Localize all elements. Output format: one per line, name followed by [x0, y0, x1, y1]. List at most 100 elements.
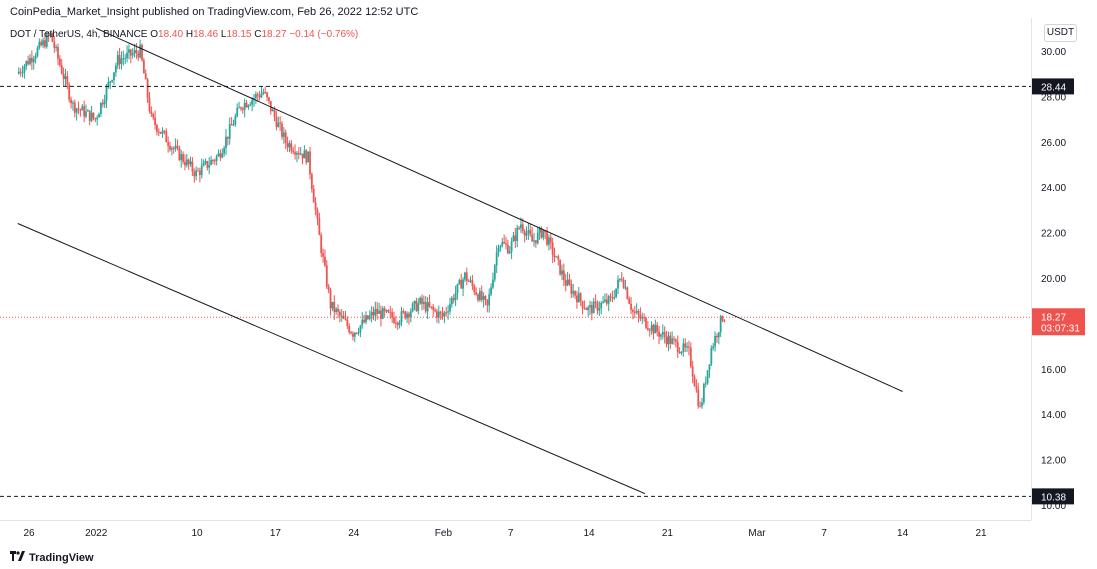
- candle-body: [449, 304, 451, 312]
- trend-line-channel-upper[interactable]: [95, 27, 903, 392]
- candle-body: [585, 308, 588, 311]
- candle-body: [678, 352, 681, 354]
- candle-body: [600, 302, 603, 309]
- candle-body: [598, 308, 601, 311]
- candle-body: [81, 106, 84, 111]
- candle-body: [697, 389, 700, 407]
- x-tick-label: 17: [270, 528, 282, 539]
- x-tick-label: 21: [975, 528, 987, 539]
- candle-body: [314, 202, 317, 210]
- candle-body: [443, 312, 446, 317]
- candle-body: [708, 364, 711, 371]
- candle-body: [622, 279, 625, 288]
- tradingview-brand[interactable]: TradingView: [10, 551, 94, 564]
- candle-body: [189, 161, 192, 165]
- candle-body: [264, 91, 267, 93]
- candle-body: [277, 122, 280, 128]
- x-tick-label: 7: [821, 528, 827, 539]
- candle-body: [609, 296, 612, 298]
- candle-body: [51, 33, 54, 42]
- legend-low-label: L: [220, 29, 227, 40]
- candle-body: [391, 312, 394, 318]
- candle-body: [559, 259, 562, 275]
- candle-body: [701, 402, 703, 407]
- candle-body: [249, 104, 252, 106]
- candle-body: [53, 41, 56, 48]
- candle-body: [335, 308, 338, 313]
- candle-body: [460, 280, 463, 289]
- candle-body: [716, 336, 718, 338]
- candle-body: [85, 111, 87, 117]
- candle-body: [564, 280, 567, 286]
- candle-body: [157, 131, 160, 133]
- candle-body: [663, 332, 666, 338]
- candle-body: [562, 270, 565, 281]
- candle-body: [594, 301, 597, 303]
- candle-body: [303, 150, 306, 159]
- candle-body: [676, 341, 679, 353]
- candle-body: [473, 285, 476, 293]
- candle-body: [589, 305, 591, 308]
- candle-body: [540, 228, 543, 238]
- candle-body: [75, 108, 78, 113]
- candle-body: [105, 86, 108, 101]
- candle-body: [137, 53, 140, 58]
- candle-body: [688, 346, 690, 348]
- candle-body: [721, 316, 724, 321]
- candle-body: [299, 153, 302, 155]
- candle-body: [83, 106, 86, 117]
- candle-body: [389, 312, 392, 314]
- candle-body: [549, 237, 552, 243]
- candle-body: [290, 143, 293, 151]
- candle-body: [398, 322, 401, 326]
- y-tick-label: 20.00: [1041, 274, 1066, 285]
- candle-body: [19, 71, 22, 73]
- candle-body: [630, 303, 632, 310]
- y-tick-label: 24.00: [1041, 183, 1066, 194]
- candle-body: [36, 47, 39, 57]
- candle-body: [212, 160, 214, 162]
- candle-body: [66, 76, 69, 85]
- currency-selector[interactable]: USDT: [1044, 24, 1077, 42]
- candle-body: [363, 319, 366, 323]
- candle-body: [163, 130, 166, 132]
- candle-body: [40, 41, 43, 46]
- candle-body: [184, 161, 186, 166]
- trend-line-channel-lower[interactable]: [17, 223, 646, 495]
- candle-body: [342, 315, 345, 319]
- legend-symbol[interactable]: DOT / TetherUS, 4h, BINANCE: [10, 29, 148, 40]
- candle-body: [596, 302, 599, 311]
- candle-body: [60, 65, 63, 74]
- candle-body: [320, 235, 323, 254]
- countdown-label: 03:07:31: [1041, 323, 1080, 334]
- candle-body: [648, 329, 651, 331]
- candle-body: [611, 297, 614, 299]
- candle-body: [641, 317, 644, 319]
- candle-body: [167, 142, 170, 146]
- candle-body: [191, 161, 194, 172]
- candle-body: [538, 228, 541, 233]
- candle-body: [77, 108, 80, 110]
- candle-body: [144, 73, 147, 80]
- candle-body: [247, 105, 250, 108]
- candle-body: [478, 291, 481, 301]
- y-tick-label: 14.00: [1041, 410, 1066, 421]
- candle-body: [70, 99, 72, 104]
- candle-body: [706, 370, 709, 384]
- candle-body: [501, 242, 504, 246]
- candle-body: [534, 240, 537, 244]
- candle-body: [557, 256, 560, 260]
- candle-body: [180, 154, 183, 161]
- legend-low-value: 18.15: [226, 29, 252, 40]
- candle-body: [120, 58, 123, 65]
- x-tick-label: Feb: [435, 528, 453, 539]
- candle-body: [176, 145, 179, 148]
- candle-body: [47, 34, 50, 36]
- candle-body: [182, 154, 184, 162]
- candle-body: [219, 153, 222, 158]
- candle-body: [684, 343, 687, 348]
- candle-body: [620, 278, 623, 280]
- candle-body: [551, 242, 554, 256]
- x-tick-label: 2022: [85, 528, 108, 539]
